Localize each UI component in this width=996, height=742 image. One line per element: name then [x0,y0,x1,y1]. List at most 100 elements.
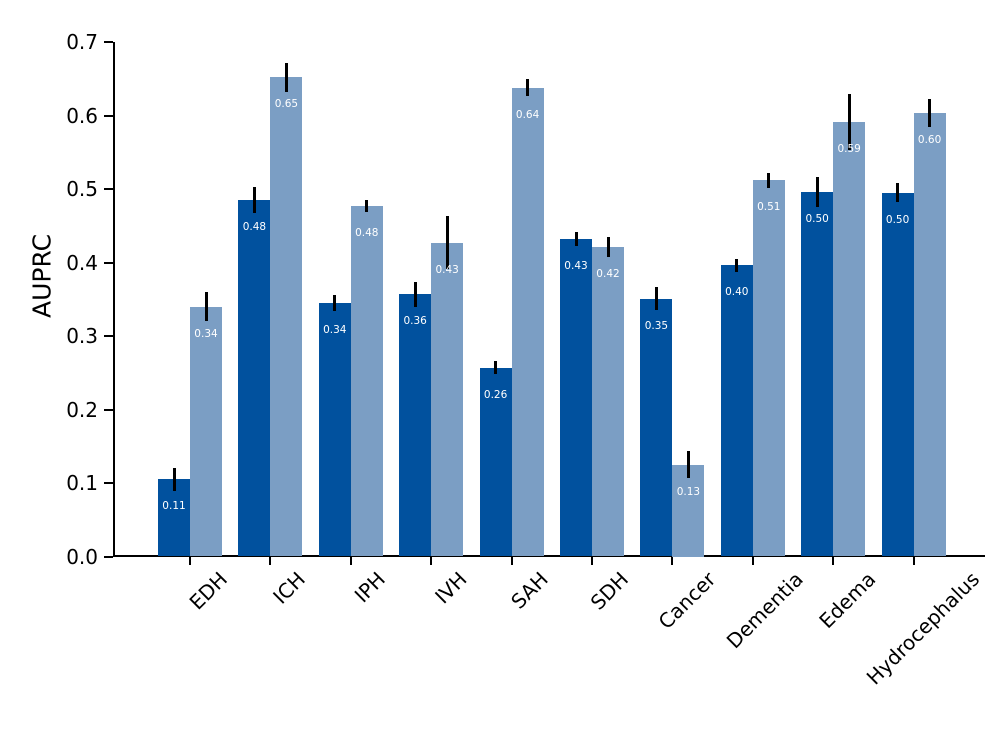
y-axis-line [113,42,115,557]
error-bar [365,200,369,212]
error-bar [686,451,690,478]
bar-value-label: 0.40 [725,286,749,299]
y-tick-label: 0.1 [66,471,98,495]
bar-value-label: 0.34 [194,327,218,340]
error-bar [204,291,208,322]
x-tick-label-text: Dementia [721,567,808,654]
y-tick [104,482,113,484]
x-tick-label-text: IVH [429,567,472,609]
bar [511,87,544,557]
bar [592,247,624,557]
error-bar [284,62,288,92]
error-bar [815,176,819,208]
bar-value-label: 0.43 [435,263,459,276]
bar [431,242,464,557]
bar [158,479,190,557]
x-tick [189,557,191,565]
bar [190,306,222,557]
x-tick [430,557,433,565]
x-tick [510,557,513,565]
bar [318,302,351,557]
error-bar [735,258,739,273]
error-bar [333,294,337,311]
error-bar [654,287,658,310]
bar [801,191,834,557]
x-tick-label: Edema [807,567,880,633]
x-axis-line [113,555,985,557]
bar-value-label: 0.42 [596,268,620,281]
y-tick-label: 0.7 [66,30,98,54]
error-bar [172,467,176,492]
bar [479,367,512,557]
bar [752,180,785,557]
bar [560,238,592,557]
error-bar [574,231,578,247]
bar-value-label: 0.36 [403,315,427,328]
error-bar [606,236,610,258]
bar [913,112,946,557]
bar [399,294,432,557]
bar-value-label: 0.50 [805,212,829,225]
x-tick [912,557,915,565]
bar-value-label: 0.43 [564,259,588,272]
x-tick [751,557,754,565]
bar [350,205,383,557]
x-tick-label: IVH [412,567,471,609]
bar-value-label: 0.65 [274,98,299,111]
y-tick [104,41,113,43]
x-tick-label-text: SDH [586,567,634,615]
bar [881,192,914,557]
x-tick-label-text: ICH [268,567,310,609]
error-bar [413,281,417,307]
x-tick [591,557,593,565]
bar-value-label: 0.11 [162,500,186,513]
x-tick-label: SDH [571,567,633,614]
x-tick-label: Dementia [719,567,808,653]
bar-value-label: 0.64 [515,108,540,121]
bar [833,122,866,557]
y-tick [104,555,113,558]
bar [720,265,753,557]
x-tick [832,557,835,565]
bar-value-label: 0.26 [483,388,508,401]
x-tick-label: EDH [169,567,232,614]
error-bar [767,172,771,188]
error-bar [896,183,900,203]
x-tick-label: Hydrocephalus [861,567,983,689]
bar-value-label: 0.13 [676,485,701,498]
x-tick [269,557,272,565]
x-tick-label-text: IPH [349,567,390,608]
error-bar [445,216,449,270]
bar-value-label: 0.51 [757,201,781,214]
bar [270,77,303,557]
y-tick-label: 0.2 [66,397,98,422]
y-tick [104,114,113,117]
error-bar [847,94,851,151]
x-tick-label: Cancer [646,567,720,634]
bar [238,200,271,557]
bar-value-label: 0.50 [885,213,910,226]
bar-value-label: 0.48 [242,221,267,234]
y-tick-label: 0.3 [66,324,98,348]
y-tick-label: 0.4 [66,250,98,275]
y-tick [104,335,113,337]
y-tick [104,188,113,190]
bar-value-label: 0.59 [837,143,861,156]
error-bar [928,98,932,127]
y-tick-label: 0.0 [66,544,98,569]
error-bar [526,79,530,96]
x-tick-label-text: Cancer [653,567,720,634]
y-tick [104,408,113,411]
x-tick-label: IPH [333,567,389,607]
bar [640,298,673,557]
error-bar [494,360,498,375]
y-tick-label: 0.5 [66,177,98,201]
error-bar [252,186,256,214]
bar [672,464,705,557]
bar-value-label: 0.35 [644,319,669,332]
bar-value-label: 0.60 [917,133,942,146]
y-tick-label: 0.6 [66,103,98,128]
bar-value-label: 0.48 [355,226,379,239]
